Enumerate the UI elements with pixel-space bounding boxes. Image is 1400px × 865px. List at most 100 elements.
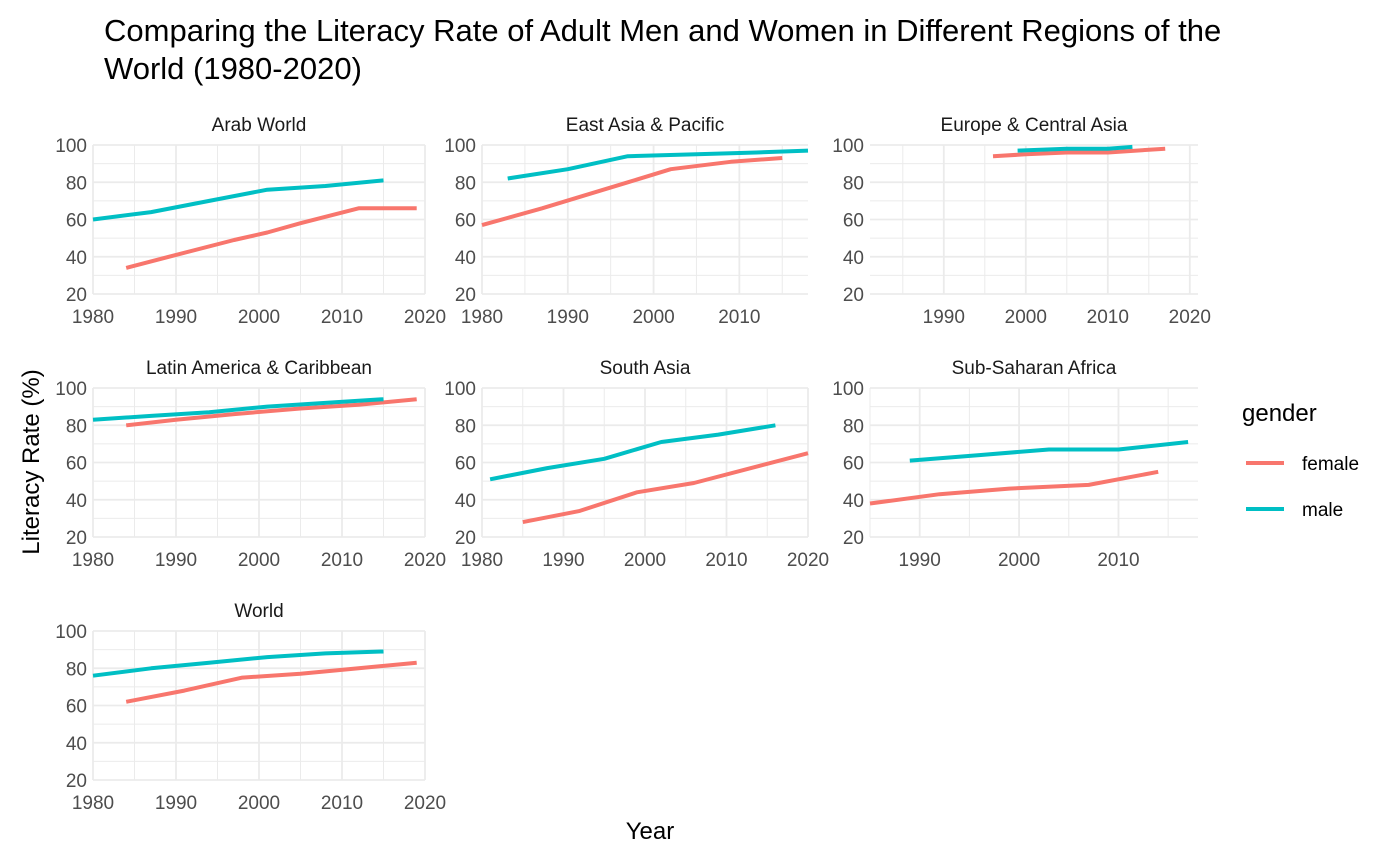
x-tick-label: 1980: [72, 550, 114, 571]
y-tick-label: 80: [66, 173, 87, 194]
series-line-female: [481, 156, 783, 228]
series-line-male: [92, 178, 384, 222]
legend-label-female: female: [1302, 454, 1359, 475]
facet-panel: World 20 40 60 80 100 1980 1990 2000 2010 2020: [55, 601, 446, 814]
x-tick-label: 1990: [899, 550, 941, 571]
y-tick-label: 20: [843, 528, 864, 549]
x-tick-label: 1990: [155, 550, 197, 571]
facet-title: South Asia: [600, 358, 691, 379]
facet-title: World: [234, 601, 283, 622]
series-line-female: [869, 469, 1159, 506]
y-axis-label: Literacy Rate (%): [18, 369, 45, 555]
y-tick-label: 80: [66, 659, 87, 680]
x-tick-label: 1990: [155, 307, 197, 328]
facet-title: Europe & Central Asia: [941, 115, 1128, 136]
series-line-male: [92, 397, 384, 422]
x-tick-label: 2020: [1169, 307, 1211, 328]
y-tick-label: 100: [444, 136, 476, 157]
y-tick-label: 20: [455, 528, 476, 549]
y-tick-label: 100: [55, 379, 87, 400]
x-tick-label: 2000: [1005, 307, 1047, 328]
x-tick-label: 2000: [238, 307, 280, 328]
facet-title: East Asia & Pacific: [566, 115, 724, 136]
facet-title: Arab World: [212, 115, 307, 136]
y-tick-label: 60: [455, 454, 476, 475]
y-tick-label: 100: [832, 379, 864, 400]
facet-panel: South Asia 20 40 60 80 100 1980 1990 2000 2010 202…: [444, 358, 829, 571]
x-tick-label: 1990: [542, 550, 584, 571]
x-tick-label: 2000: [238, 793, 280, 814]
x-tick-label: 2010: [321, 550, 363, 571]
x-tick-label: 1980: [72, 307, 114, 328]
legend-label-male: male: [1302, 500, 1343, 521]
y-tick-label: 60: [843, 211, 864, 232]
y-tick-label: 20: [66, 285, 87, 306]
y-tick-label: 60: [66, 697, 87, 718]
facet-panel: Europe & Central Asia 20 40 60 80 100 1990 2000…: [832, 115, 1211, 328]
y-tick-label: 20: [66, 771, 87, 792]
x-tick-label: 2020: [787, 550, 829, 571]
y-tick-label: 40: [66, 248, 87, 269]
series-line-female: [992, 146, 1166, 159]
series-line-male: [909, 440, 1189, 463]
x-axis-label: Year: [625, 818, 675, 845]
x-tick-label: 2010: [705, 550, 747, 571]
series-line-male: [489, 423, 776, 482]
facet-panel: Sub-Saharan Africa 20 40 60 80 100 1990 2000 201…: [832, 358, 1198, 571]
x-tick-label: 2020: [404, 550, 446, 571]
y-tick-label: 60: [843, 454, 864, 475]
legend: gender female male: [1242, 400, 1359, 521]
x-tick-label: 2010: [1097, 550, 1139, 571]
facet-panel: Latin America & Caribbean 20 40 60 80 100 1980…: [55, 358, 446, 571]
y-tick-label: 40: [455, 248, 476, 269]
x-tick-label: 2020: [404, 307, 446, 328]
y-tick-label: 100: [55, 136, 87, 157]
legend-title: gender: [1242, 400, 1317, 427]
x-tick-label: 2020: [404, 793, 446, 814]
series-line-male: [507, 148, 809, 181]
series-line-female: [125, 660, 417, 704]
series-line-female: [522, 451, 809, 525]
x-tick-label: 2010: [1087, 307, 1129, 328]
facet-title: Latin America & Caribbean: [146, 358, 372, 379]
x-tick-label: 1990: [923, 307, 965, 328]
y-tick-label: 60: [455, 211, 476, 232]
x-tick-label: 1990: [547, 307, 589, 328]
x-tick-label: 2010: [321, 307, 363, 328]
x-tick-label: 1980: [461, 307, 503, 328]
series-line-female: [125, 397, 417, 428]
y-tick-label: 80: [843, 173, 864, 194]
x-tick-label: 2000: [238, 550, 280, 571]
y-tick-label: 40: [66, 491, 87, 512]
y-tick-label: 20: [455, 285, 476, 306]
facet-title: Sub-Saharan Africa: [952, 358, 1117, 379]
x-tick-label: 2000: [632, 307, 674, 328]
y-tick-label: 60: [66, 454, 87, 475]
x-tick-label: 1980: [72, 793, 114, 814]
series-line-male: [1017, 144, 1133, 153]
x-tick-label: 2000: [998, 550, 1040, 571]
y-tick-label: 20: [843, 285, 864, 306]
y-tick-label: 40: [455, 491, 476, 512]
y-tick-label: 100: [444, 379, 476, 400]
y-tick-label: 80: [455, 173, 476, 194]
x-tick-label: 1990: [155, 793, 197, 814]
y-tick-label: 100: [832, 136, 864, 157]
series-line-female: [125, 206, 417, 270]
y-tick-label: 40: [843, 491, 864, 512]
series-line-male: [92, 649, 384, 678]
y-tick-label: 20: [66, 528, 87, 549]
y-tick-label: 40: [843, 248, 864, 269]
y-tick-label: 80: [843, 416, 864, 437]
facet-panel: East Asia & Pacific 20 40 60 80 100 1980 1990 20…: [444, 115, 809, 328]
y-tick-label: 100: [55, 622, 87, 643]
chart-title: Comparing the Literacy Rate of Adult Men…: [104, 13, 1222, 86]
facet-panel: Arab World 20 40 60 80 100 1980 1990 2000 2010 202…: [55, 115, 446, 328]
y-tick-label: 40: [66, 734, 87, 755]
y-tick-label: 60: [66, 211, 87, 232]
x-tick-label: 2010: [321, 793, 363, 814]
y-tick-label: 80: [455, 416, 476, 437]
x-tick-label: 2000: [624, 550, 666, 571]
